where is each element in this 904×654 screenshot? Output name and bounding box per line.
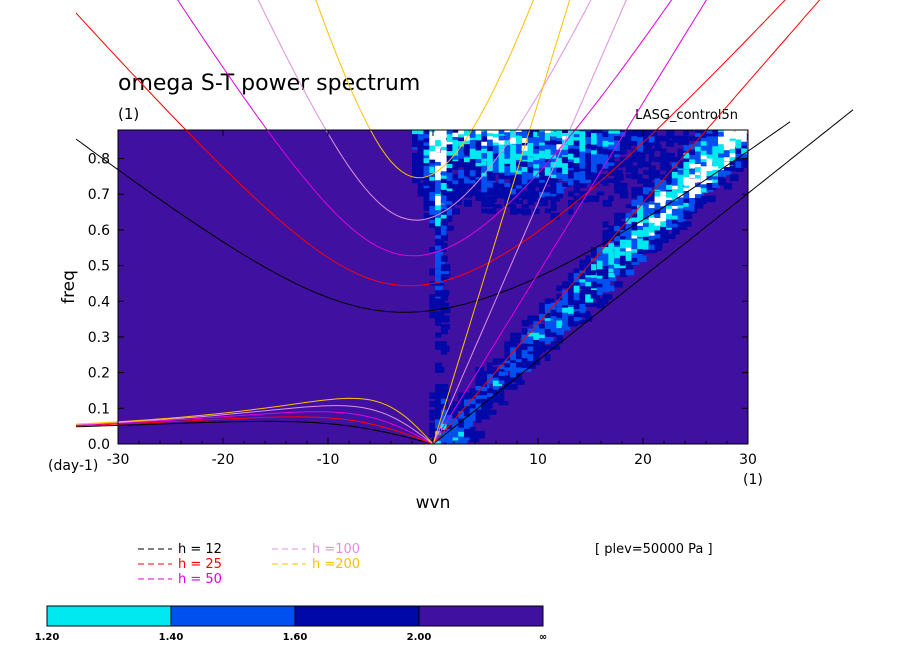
inertio-gravity-wave-h25	[75, 0, 786, 287]
inertio-gravity-wave-h100	[257, 0, 592, 221]
y-axis-label: freq	[59, 270, 79, 304]
y-axis: 0.0 0.1 0.2 0.3 0.4 0.5 0.6 0.7 0.8	[88, 152, 748, 453]
x-tick-label: -30	[107, 452, 130, 468]
kelvin-wave-h12	[432, 109, 854, 444]
x-tick-label: 20	[634, 452, 652, 468]
title-unit: (1)	[118, 105, 139, 123]
legend-label: h = 50	[178, 572, 222, 587]
colorbar-label: ∞	[539, 632, 547, 643]
colorbar-swatch	[170, 605, 296, 627]
curve-h50	[75, 0, 707, 444]
x-axis: -30 -20 -10 0 10 20 30	[107, 130, 757, 468]
kelvin-wave-h50	[432, 0, 707, 444]
x-tick-label: -20	[212, 452, 235, 468]
inertio-gravity-wave-h50	[177, 0, 673, 257]
colorbar-label: 2.00	[407, 632, 432, 643]
x-unit-label: (1)	[743, 472, 763, 488]
y-tick-label: 0.6	[88, 223, 110, 239]
colorbar-swatch	[46, 605, 172, 627]
colorbar-swatch	[418, 605, 544, 627]
x-tick-label: 30	[739, 452, 757, 468]
x-axis-label: wvn	[416, 493, 451, 513]
chart-title: omega S-T power spectrum	[118, 71, 420, 96]
y-tick-label: 0.8	[88, 152, 110, 168]
curve-h200	[75, 0, 571, 444]
y-tick-label: 0.1	[88, 401, 110, 417]
colorbar-label: 1.60	[283, 632, 308, 643]
x-tick-label: -10	[317, 452, 340, 468]
kelvin-wave-h100	[432, 0, 627, 444]
rossby-wave-h12	[75, 420, 434, 444]
colorbar-swatch	[294, 605, 420, 627]
rossby-wave-h50	[75, 411, 434, 444]
legend-label: h = 12	[178, 542, 222, 557]
inertio-gravity-wave-h200	[315, 0, 534, 179]
x-tick-label: 10	[529, 452, 547, 468]
curve-h100	[75, 0, 627, 444]
kelvin-wave-h200	[432, 0, 571, 444]
y-tick-label: 0.5	[88, 259, 110, 275]
inertio-gravity-wave-h12	[75, 121, 791, 313]
model-label: LASG_control5n	[635, 108, 738, 123]
legend-label: h =200	[312, 557, 360, 572]
curve-h25	[75, 0, 821, 444]
curve-h12	[75, 109, 854, 444]
rossby-wave-h100	[75, 405, 434, 444]
x-tick-label: 0	[429, 452, 438, 468]
kelvin-wave-h25	[432, 0, 821, 444]
y-tick-label: 0.7	[88, 187, 110, 203]
rossby-wave-h25	[75, 416, 434, 444]
y-tick-label: 0.4	[88, 294, 110, 310]
colorbar-label: 1.20	[35, 632, 60, 643]
plev-label: [ plev=50000 Pa ]	[595, 542, 713, 557]
y-tick-label: 0.3	[88, 330, 110, 346]
legend-label: h =100	[312, 542, 360, 557]
dispersion-curves	[75, 0, 854, 444]
y-tick-label: 0.0	[88, 437, 110, 453]
rossby-wave-h200	[75, 397, 434, 444]
y-unit-label: (day-1)	[48, 458, 98, 474]
legend-label: h = 25	[178, 557, 222, 572]
y-tick-label: 0.2	[88, 366, 110, 382]
colorbar-label: 1.40	[159, 632, 184, 643]
colorbar: 1.20 1.40 1.60 2.00 ∞	[35, 605, 547, 643]
